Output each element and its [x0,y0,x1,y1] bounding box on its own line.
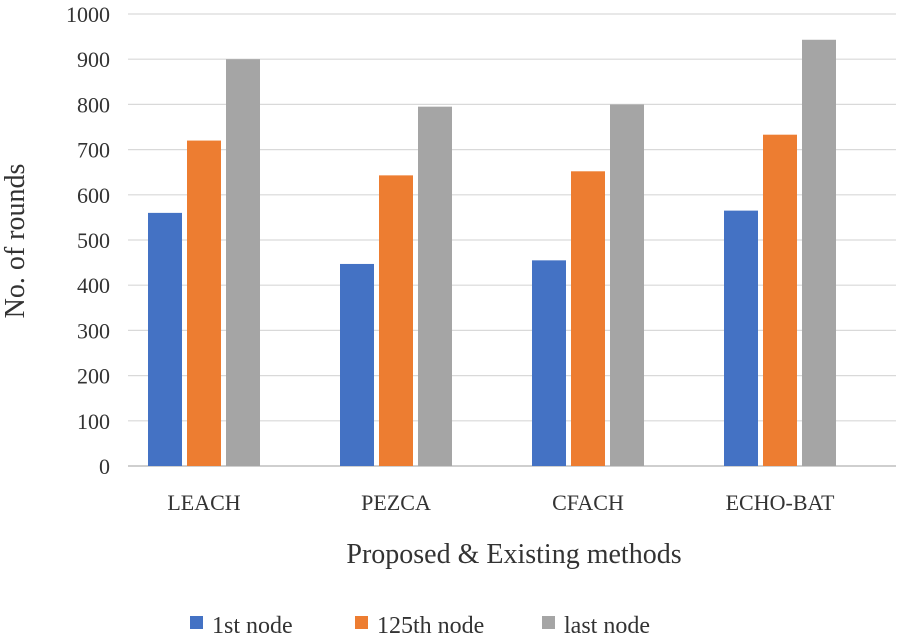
legend-label: 1st node [212,613,293,639]
legend-label: last node [564,613,650,639]
y-tick-label: 600 [77,183,110,208]
legend-swatch [542,616,555,629]
bar-leach-125th-node [187,140,221,466]
bar-cfach-1st-node [532,260,566,466]
legend-swatch [190,616,203,629]
x-tick-label: CFACH [552,490,624,515]
y-axis-ticks: 0 100 200 300 400 500 600 700 800 900 1000 [66,2,110,479]
bars [148,39,836,467]
y-tick-label: 300 [77,318,110,343]
bar-leach-1st-node [148,212,182,466]
y-tick-label: 500 [77,228,110,253]
y-tick-label: 900 [77,47,110,72]
bar-echo-bat-last-node [802,39,836,466]
y-axis-title: No. of rounds [0,164,31,319]
y-tick-label: 400 [77,273,110,298]
bar-leach-last-node [226,59,260,466]
legend-swatch [355,616,368,629]
x-tick-label: ECHO-BAT [726,490,835,515]
x-tick-label: PEZCA [361,490,431,515]
bar-pezca-last-node [418,106,452,466]
legend-item: 1st node [190,613,293,639]
bar-pezca-125th-node [379,175,413,466]
y-tick-label: 1000 [66,2,110,27]
y-tick-label: 800 [77,92,110,117]
x-axis-ticks: LEACH PEZCA CFACH ECHO-BAT [167,490,835,515]
legend: 1st node 125th node last node [190,613,650,639]
legend-item: last node [542,613,650,639]
bar-pezca-1st-node [340,263,374,466]
legend-label: 125th node [377,613,484,639]
y-tick-label: 200 [77,364,110,389]
y-tick-label: 700 [77,138,110,163]
bar-cfach-125th-node [571,171,605,466]
y-tick-label: 0 [99,454,110,479]
bar-cfach-last-node [610,104,644,467]
legend-item: 125th node [355,613,484,639]
x-axis-title: Proposed & Existing methods [346,539,681,570]
x-tick-label: LEACH [167,490,240,515]
bar-echo-bat-1st-node [724,210,758,466]
y-tick-label: 100 [77,409,110,434]
bar-echo-bat-125th-node [763,134,797,466]
